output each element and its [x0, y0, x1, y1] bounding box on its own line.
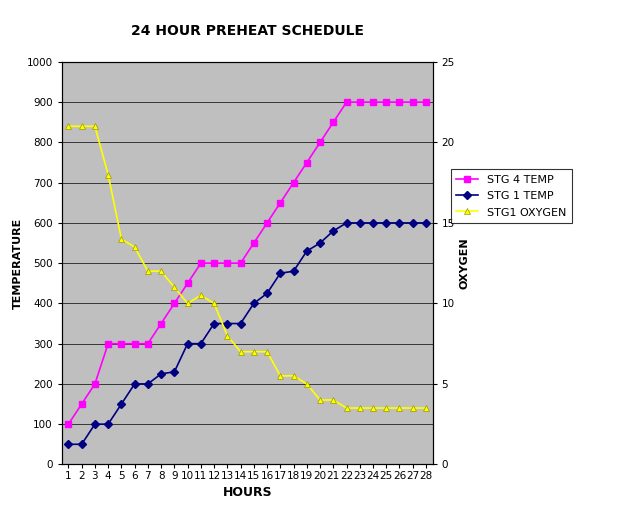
STG 1 TEMP: [396, 220, 403, 226]
STG1 OXYGEN: [263, 349, 271, 355]
STG1 OXYGEN: [210, 300, 218, 307]
STG 1 TEMP: [144, 381, 151, 387]
Line: STG 1 TEMP: STG 1 TEMP: [66, 220, 429, 447]
STG 1 TEMP: [303, 248, 310, 254]
STG1 OXYGEN: [316, 397, 324, 403]
STG1 OXYGEN: [131, 244, 138, 250]
STG1 OXYGEN: [65, 123, 72, 130]
Y-axis label: OXYGEN: OXYGEN: [459, 237, 469, 289]
STG 1 TEMP: [422, 220, 430, 226]
STG 4 TEMP: [197, 260, 205, 266]
STG 1 TEMP: [356, 220, 363, 226]
STG1 OXYGEN: [184, 300, 192, 307]
STG 1 TEMP: [224, 320, 231, 327]
STG1 OXYGEN: [197, 292, 205, 298]
STG 1 TEMP: [131, 381, 138, 387]
STG 1 TEMP: [65, 441, 72, 447]
STG1 OXYGEN: [171, 284, 178, 291]
STG1 OXYGEN: [290, 373, 297, 379]
STG1 OXYGEN: [356, 405, 363, 411]
STG 4 TEMP: [104, 341, 112, 347]
Y-axis label: TEMPERATURE: TEMPERATURE: [12, 218, 22, 309]
STG 4 TEMP: [91, 381, 99, 387]
STG 1 TEMP: [197, 341, 205, 347]
STG 4 TEMP: [329, 119, 337, 125]
STG1 OXYGEN: [303, 381, 310, 387]
STG 4 TEMP: [250, 240, 258, 246]
STG 4 TEMP: [237, 260, 244, 266]
STG 1 TEMP: [370, 220, 377, 226]
STG 1 TEMP: [316, 240, 324, 246]
STG 4 TEMP: [144, 341, 151, 347]
STG1 OXYGEN: [117, 236, 125, 242]
STG 4 TEMP: [224, 260, 231, 266]
STG 1 TEMP: [237, 320, 244, 327]
STG 1 TEMP: [184, 341, 192, 347]
Line: STG 4 TEMP: STG 4 TEMP: [66, 100, 429, 427]
STG 1 TEMP: [210, 320, 218, 327]
STG 4 TEMP: [370, 99, 377, 105]
STG 4 TEMP: [303, 159, 310, 166]
STG1 OXYGEN: [158, 268, 165, 275]
STG 1 TEMP: [250, 300, 258, 307]
Line: STG1 OXYGEN: STG1 OXYGEN: [65, 123, 430, 412]
STG 4 TEMP: [356, 99, 363, 105]
STG 4 TEMP: [316, 139, 324, 146]
STG 4 TEMP: [171, 300, 178, 307]
STG 1 TEMP: [290, 268, 297, 275]
STG1 OXYGEN: [224, 332, 231, 338]
STG 1 TEMP: [343, 220, 350, 226]
STG 4 TEMP: [131, 341, 138, 347]
STG1 OXYGEN: [383, 405, 390, 411]
STG 4 TEMP: [277, 200, 284, 206]
STG 4 TEMP: [422, 99, 430, 105]
STG 4 TEMP: [78, 401, 85, 407]
STG 1 TEMP: [329, 228, 337, 234]
STG 1 TEMP: [91, 421, 99, 427]
STG 4 TEMP: [263, 220, 271, 226]
STG1 OXYGEN: [250, 349, 258, 355]
STG1 OXYGEN: [409, 405, 417, 411]
STG1 OXYGEN: [396, 405, 403, 411]
STG 4 TEMP: [409, 99, 417, 105]
Text: 24 HOUR PREHEAT SCHEDULE: 24 HOUR PREHEAT SCHEDULE: [130, 24, 364, 38]
STG 4 TEMP: [343, 99, 350, 105]
STG 1 TEMP: [383, 220, 390, 226]
STG 1 TEMP: [78, 441, 85, 447]
X-axis label: HOURS: HOURS: [222, 486, 272, 498]
STG 4 TEMP: [184, 280, 192, 286]
STG 4 TEMP: [383, 99, 390, 105]
STG 4 TEMP: [396, 99, 403, 105]
STG1 OXYGEN: [91, 123, 99, 130]
STG 1 TEMP: [409, 220, 417, 226]
STG 1 TEMP: [263, 291, 271, 297]
STG 4 TEMP: [65, 421, 72, 427]
STG 1 TEMP: [158, 370, 165, 377]
STG 1 TEMP: [171, 369, 178, 375]
STG1 OXYGEN: [237, 349, 244, 355]
STG1 OXYGEN: [104, 171, 112, 178]
STG 4 TEMP: [210, 260, 218, 266]
Legend: STG 4 TEMP, STG 1 TEMP, STG1 OXYGEN: STG 4 TEMP, STG 1 TEMP, STG1 OXYGEN: [451, 169, 572, 223]
STG1 OXYGEN: [277, 373, 284, 379]
STG1 OXYGEN: [370, 405, 377, 411]
STG1 OXYGEN: [343, 405, 350, 411]
STG1 OXYGEN: [78, 123, 85, 130]
STG1 OXYGEN: [144, 268, 151, 275]
STG 4 TEMP: [158, 320, 165, 327]
STG 4 TEMP: [117, 341, 125, 347]
STG1 OXYGEN: [422, 405, 430, 411]
STG 4 TEMP: [290, 180, 297, 186]
STG 1 TEMP: [277, 270, 284, 277]
STG 1 TEMP: [104, 421, 112, 427]
STG 1 TEMP: [117, 401, 125, 407]
STG1 OXYGEN: [329, 397, 337, 403]
